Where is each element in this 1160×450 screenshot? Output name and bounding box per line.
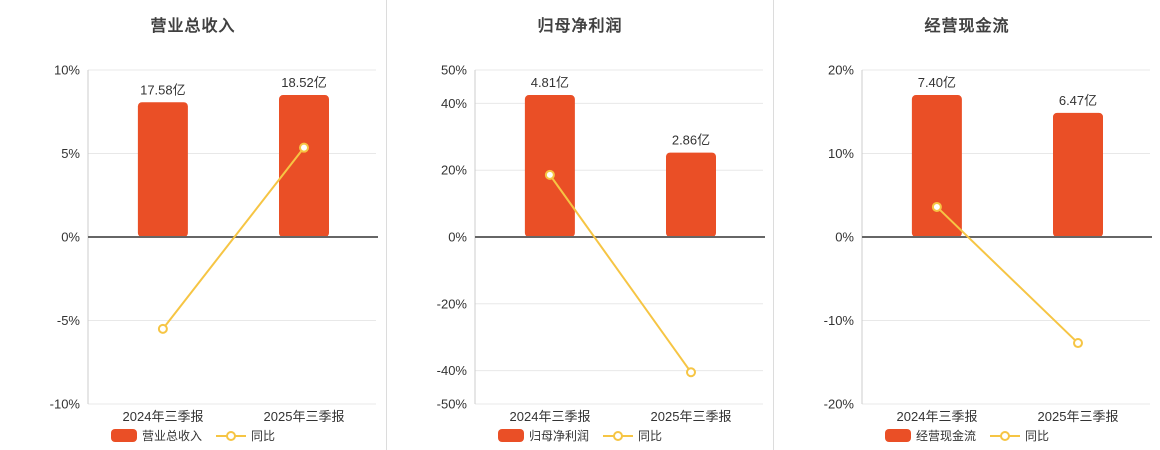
chart-panel-total-revenue: 营业总收入 10% 5% 0% -5% -10% 17.58亿 18.52亿 2024年三季… — [0, 0, 386, 450]
bar-rect — [524, 95, 575, 237]
yoy-marker — [1073, 338, 1083, 349]
chart-title: 归母净利润 — [537, 18, 623, 35]
y-tick-label: -10% — [824, 313, 855, 328]
chart-legend: 经营现金流 同比 — [774, 427, 1160, 444]
bar-value-label: 4.81亿 — [531, 75, 569, 90]
legend-item-bar[interactable]: 经营现金流 — [884, 427, 976, 444]
chart-panel-operating-cashflow: 经营现金流 20% 10% 0% -10% -20% 7.40亿 6.47亿 2024年三季… — [773, 0, 1160, 450]
line-swatch-icon — [216, 430, 246, 441]
chart-legend: 归母净利润 同比 — [387, 427, 773, 444]
bar-swatch-icon — [497, 429, 524, 442]
x-axis: 2024年三季报 2025年三季报 — [387, 406, 773, 424]
legend-item-bar[interactable]: 归母净利润 — [497, 427, 589, 444]
legend-item-line[interactable]: 同比 — [603, 427, 662, 444]
y-tick-label: 40% — [441, 96, 467, 111]
y-tick-label: 10% — [54, 63, 80, 78]
legend-label: 同比 — [251, 429, 276, 443]
legend-label: 同比 — [1025, 429, 1050, 443]
y-tick-label: 20% — [441, 163, 467, 178]
x-axis-label: 2024年三季报 — [509, 409, 591, 424]
bar-rect — [911, 95, 962, 237]
yoy-marker — [299, 142, 309, 153]
y-tick-label: 0% — [835, 230, 854, 245]
yoy-line — [549, 174, 692, 373]
yoy-marker — [931, 201, 942, 212]
line-swatch-icon — [603, 430, 633, 441]
bar-rect — [137, 102, 188, 237]
chart-legend: 营业总收入 同比 — [0, 427, 386, 444]
total-revenue-chart: 10% 5% 0% -5% -10% 17.58亿 18.52亿 — [50, 63, 378, 412]
y-tick-label: -40% — [437, 363, 468, 378]
legend-item-line[interactable]: 同比 — [216, 427, 275, 444]
bar-value-label: 6.47亿 — [1059, 93, 1097, 108]
x-axis-label: 2025年三季报 — [263, 409, 345, 424]
line-swatch-icon — [990, 430, 1020, 441]
y-tick-label: 0% — [448, 230, 467, 245]
chart-panel-net-profit: 归母净利润 50% 40% 20% 0% -20% -40% -50% 4.81亿 2.86亿 … — [386, 0, 773, 450]
y-tick-label: 20% — [828, 63, 854, 78]
legend-label: 归母净利润 — [528, 429, 589, 443]
bar-swatch-icon — [110, 429, 137, 442]
chart-title: 经营现金流 — [924, 18, 1010, 35]
chart-title: 营业总收入 — [150, 18, 236, 35]
legend-label: 同比 — [638, 429, 663, 443]
y-tick-label: 50% — [441, 63, 467, 78]
y-tick-label: -50% — [437, 397, 468, 412]
yoy-line — [936, 206, 1079, 344]
bar-value-label: 17.58亿 — [140, 82, 186, 97]
x-axis-label: 2025年三季报 — [650, 409, 732, 424]
yoy-marker — [686, 367, 696, 378]
yoy-marker — [544, 169, 555, 180]
legend-label: 营业总收入 — [141, 429, 202, 443]
x-axis-label: 2025年三季报 — [1037, 409, 1119, 424]
legend-label: 经营现金流 — [915, 429, 976, 443]
bar-value-label: 18.52亿 — [281, 75, 327, 90]
y-tick-label: -20% — [824, 397, 855, 412]
legend-item-line[interactable]: 同比 — [990, 427, 1049, 444]
y-tick-label: -10% — [50, 397, 81, 412]
bar-value-label: 2.86亿 — [672, 133, 710, 148]
y-tick-label: 10% — [828, 146, 854, 161]
y-tick-label: -20% — [437, 296, 468, 311]
yoy-line — [162, 147, 305, 330]
y-tick-label: 0% — [61, 230, 80, 245]
net-profit-chart: 50% 40% 20% 0% -20% -40% -50% 4.81亿 2.86亿 — [437, 63, 765, 412]
bar-rect — [666, 152, 716, 237]
x-axis: 2024年三季报 2025年三季报 — [0, 406, 386, 424]
bar-rect — [279, 95, 329, 237]
y-tick-label: -5% — [57, 313, 81, 328]
bar-swatch-icon — [884, 429, 911, 442]
bar-value-label: 7.40亿 — [918, 75, 956, 90]
legend-item-bar[interactable]: 营业总收入 — [110, 427, 202, 444]
yoy-marker — [157, 323, 168, 334]
y-tick-label: 5% — [61, 146, 80, 161]
x-axis: 2024年三季报 2025年三季报 — [774, 406, 1160, 424]
operating-cashflow-chart: 20% 10% 0% -10% -20% 7.40亿 6.47亿 — [824, 63, 1152, 412]
x-axis-label: 2024年三季报 — [122, 409, 204, 424]
x-axis-label: 2024年三季报 — [896, 409, 978, 424]
bar-rect — [1053, 112, 1103, 237]
